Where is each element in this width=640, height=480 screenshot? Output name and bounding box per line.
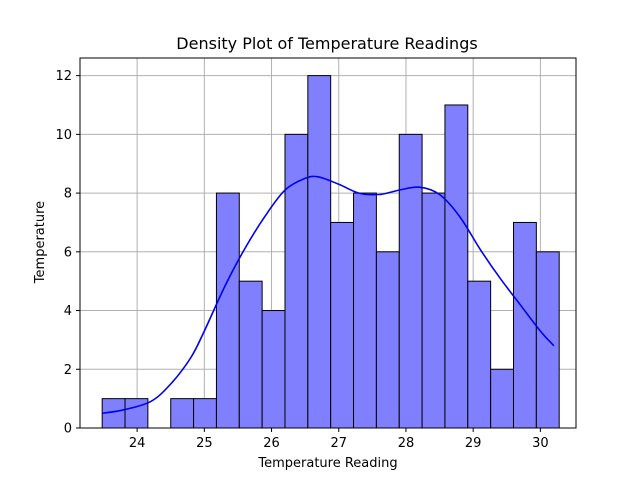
histogram-bar [193,398,217,429]
y-axis-ticks: 0 2 4 6 8 10 12 [55,69,80,437]
y-tick-label: 6 [64,245,72,260]
histogram-bar [512,221,537,429]
histogram-bar [124,398,149,429]
y-tick-label: 4 [64,304,72,319]
kde-curve [102,175,555,415]
x-tick-label: 29 [465,436,482,451]
histogram-bar [421,192,446,429]
y-tick-label: 0 [64,422,72,437]
histogram-bar [353,192,377,429]
x-tick-label: 27 [330,436,347,451]
chart-title: Density Plot of Temperature Readings [176,34,477,53]
x-tick-label: 25 [196,436,213,451]
y-tick-label: 10 [55,128,72,143]
histogram-bar [375,251,400,429]
histogram-bar [215,192,240,429]
y-tick-label: 12 [55,69,72,84]
histogram-bar [490,368,514,429]
histogram-bar [398,133,423,429]
x-tick-label: 24 [129,436,146,451]
y-tick-label: 8 [64,187,72,202]
histogram-bar [238,280,263,429]
histogram-bar [261,310,286,429]
x-tick-label: 28 [398,436,415,451]
x-tick-label: 26 [263,436,280,451]
y-axis-label: Temperature [33,201,48,284]
y-tick-label: 2 [64,363,72,378]
histogram-bar [170,398,195,429]
histogram-bar [467,280,492,429]
histogram-bar [444,104,469,429]
x-axis-label: Temperature Reading [257,456,397,471]
bars [101,75,560,429]
x-tick-label: 30 [532,436,549,451]
plot-frame [79,57,577,429]
kde-line [102,175,555,415]
histogram-bar [307,75,332,429]
histogram-bar [330,221,355,429]
x-axis-ticks: 24 25 26 27 28 29 30 [129,428,549,451]
